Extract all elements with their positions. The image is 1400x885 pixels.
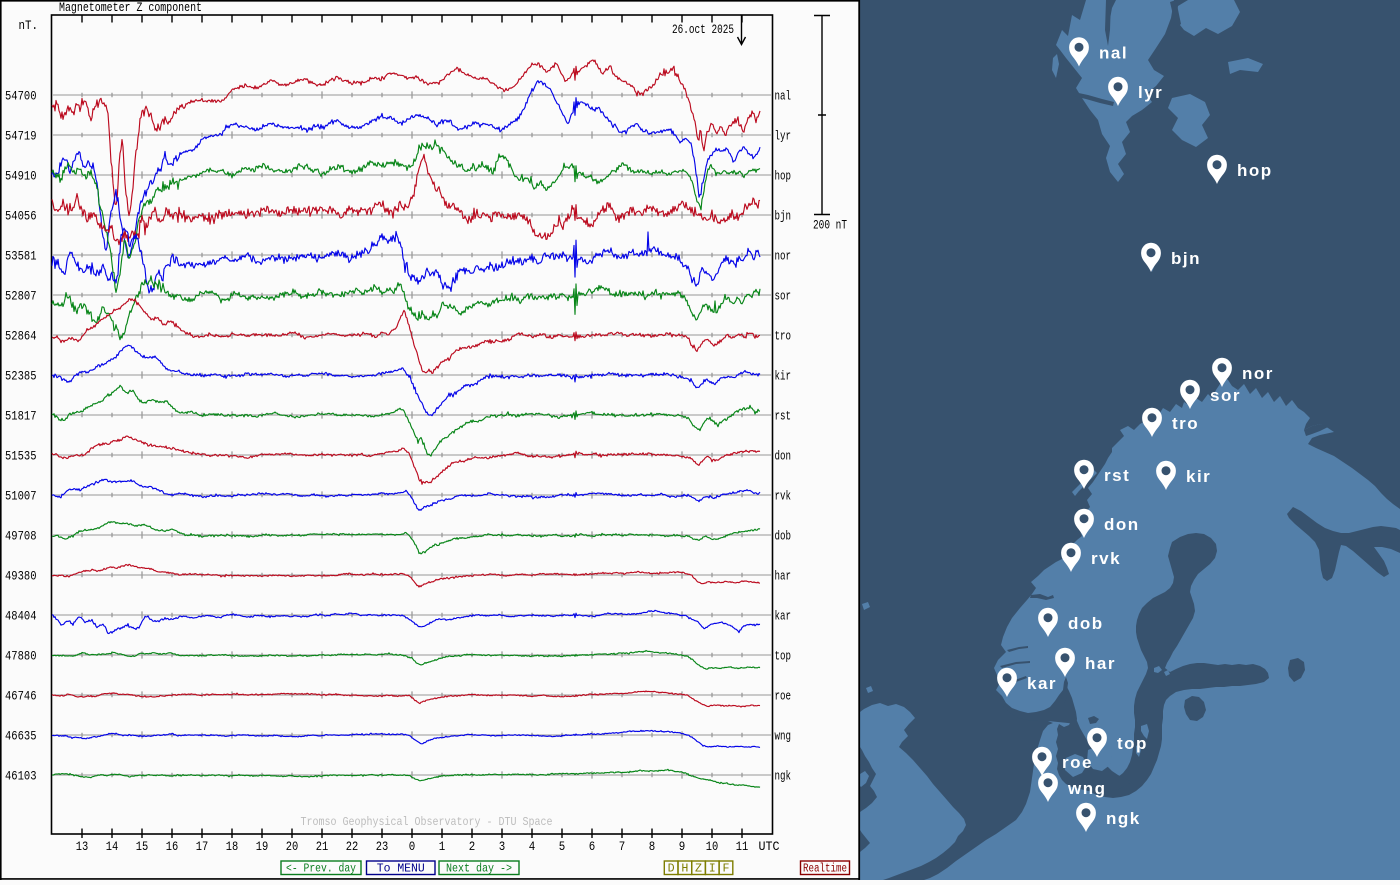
svg-text:10: 10 <box>706 839 719 854</box>
svg-text:26.oct 2025: 26.oct 2025 <box>672 22 734 37</box>
svg-text:16: 16 <box>166 839 179 854</box>
svg-text:49708: 49708 <box>5 528 37 543</box>
svg-text:rvk: rvk <box>1091 549 1121 568</box>
svg-text:nor: nor <box>1242 364 1274 383</box>
svg-text:top: top <box>1117 734 1148 753</box>
svg-text:8: 8 <box>649 839 656 854</box>
svg-text:don: don <box>1104 515 1140 534</box>
svg-text:dob: dob <box>1068 614 1104 633</box>
svg-text:0: 0 <box>409 839 416 854</box>
svg-text:wng: wng <box>1067 779 1107 798</box>
svg-text:48404: 48404 <box>5 608 37 623</box>
svg-text:top: top <box>775 649 792 663</box>
svg-text:I: I <box>709 861 716 875</box>
svg-text:nal: nal <box>1099 44 1128 63</box>
svg-text:1: 1 <box>439 839 446 854</box>
svg-text:3: 3 <box>499 839 506 854</box>
svg-text:rst: rst <box>1104 466 1130 485</box>
svg-text:54700: 54700 <box>5 88 37 103</box>
svg-text:52385: 52385 <box>5 368 37 383</box>
svg-text:19: 19 <box>256 839 269 854</box>
svg-text:11: 11 <box>736 839 749 854</box>
svg-text:Tromso Geophysical Observatory: Tromso Geophysical Observatory - DTU Spa… <box>301 815 553 829</box>
svg-text:lyr: lyr <box>775 129 792 143</box>
svg-text:200 nT: 200 nT <box>813 218 847 233</box>
svg-text:23: 23 <box>376 839 389 854</box>
svg-text:kar: kar <box>1027 674 1057 693</box>
svg-text:5: 5 <box>559 839 566 854</box>
svg-text:15: 15 <box>136 839 149 854</box>
svg-text:har: har <box>1085 654 1116 673</box>
svg-text:H: H <box>681 861 688 875</box>
svg-text:bjn: bjn <box>1171 249 1201 268</box>
svg-text:46635: 46635 <box>5 728 37 743</box>
svg-text:20: 20 <box>286 839 299 854</box>
svg-text:roe: roe <box>775 689 792 703</box>
svg-text:nal: nal <box>775 89 792 103</box>
svg-text:52864: 52864 <box>5 328 37 343</box>
svg-text:To MENU: To MENU <box>377 861 425 875</box>
svg-text:51535: 51535 <box>5 448 37 463</box>
svg-text:hop: hop <box>775 169 792 183</box>
svg-text:kar: kar <box>775 609 792 623</box>
svg-text:46103: 46103 <box>5 768 37 783</box>
svg-text:kir: kir <box>1186 467 1211 486</box>
svg-text:hop: hop <box>1237 161 1273 180</box>
svg-text:54719: 54719 <box>5 128 37 143</box>
svg-text:don: don <box>775 449 792 463</box>
svg-text:D: D <box>668 861 675 875</box>
svg-text:nT.: nT. <box>19 18 39 33</box>
svg-text:kir: kir <box>775 369 792 383</box>
svg-text:lyr: lyr <box>1138 83 1163 102</box>
svg-text:13: 13 <box>76 839 89 854</box>
svg-text:tro: tro <box>1172 414 1199 433</box>
svg-text:roe: roe <box>1062 753 1093 772</box>
svg-text:<- Prev. day: <- Prev. day <box>286 861 356 875</box>
svg-text:14: 14 <box>106 839 119 854</box>
svg-text:2: 2 <box>469 839 476 854</box>
svg-text:7: 7 <box>619 839 626 854</box>
svg-text:49380: 49380 <box>5 568 37 583</box>
svg-text:har: har <box>775 569 792 583</box>
svg-text:51817: 51817 <box>5 408 37 423</box>
svg-text:53581: 53581 <box>5 248 37 263</box>
svg-text:18: 18 <box>226 839 239 854</box>
svg-text:54910: 54910 <box>5 168 37 183</box>
svg-text:21: 21 <box>316 839 329 854</box>
svg-text:rvk: rvk <box>775 489 792 503</box>
svg-text:tro: tro <box>775 329 792 343</box>
svg-text:47880: 47880 <box>5 648 37 663</box>
svg-text:Realtime: Realtime <box>803 862 847 875</box>
svg-text:dob: dob <box>775 529 792 543</box>
svg-text:52807: 52807 <box>5 288 37 303</box>
svg-text:22: 22 <box>346 839 359 854</box>
svg-text:4: 4 <box>529 839 536 854</box>
svg-text:bjn: bjn <box>775 209 792 223</box>
svg-text:wng: wng <box>775 729 792 743</box>
svg-text:Magnetometer Z component: Magnetometer Z component <box>59 0 202 15</box>
svg-text:Next day ->: Next day -> <box>446 861 512 875</box>
svg-text:nor: nor <box>775 249 792 263</box>
svg-text:sor: sor <box>1210 386 1241 405</box>
svg-text:ngk: ngk <box>1106 809 1141 828</box>
svg-text:Z: Z <box>695 861 702 875</box>
svg-text:54056: 54056 <box>5 208 37 223</box>
svg-text:6: 6 <box>589 839 596 854</box>
svg-text:F: F <box>722 861 729 875</box>
svg-text:rst: rst <box>775 409 792 423</box>
svg-text:sor: sor <box>775 289 792 303</box>
svg-text:17: 17 <box>196 839 209 854</box>
svg-text:51007: 51007 <box>5 488 37 503</box>
svg-text:ngk: ngk <box>775 769 792 783</box>
svg-text:46746: 46746 <box>5 688 37 703</box>
svg-text:9: 9 <box>679 839 686 854</box>
svg-text:UTC: UTC <box>759 839 780 854</box>
